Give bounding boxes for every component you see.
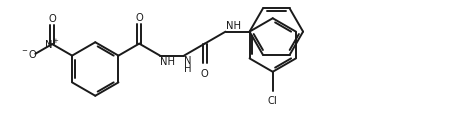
Text: O: O xyxy=(135,13,143,23)
Text: N$^+$: N$^+$ xyxy=(44,38,60,51)
Text: NH: NH xyxy=(226,21,241,31)
Text: O: O xyxy=(48,14,56,24)
Text: Cl: Cl xyxy=(268,96,278,106)
Text: O: O xyxy=(201,69,209,79)
Text: NH: NH xyxy=(160,57,176,67)
Text: N: N xyxy=(185,56,192,66)
Text: H: H xyxy=(185,64,192,74)
Text: $^-$O: $^-$O xyxy=(20,48,39,60)
